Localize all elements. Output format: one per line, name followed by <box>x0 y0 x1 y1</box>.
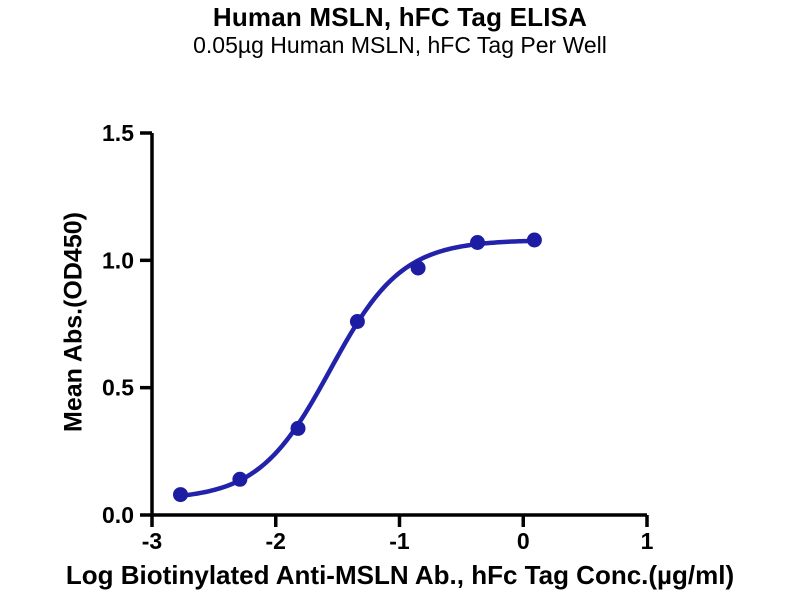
fit-curve <box>178 238 537 499</box>
data-point <box>290 420 306 436</box>
data-point <box>526 232 542 248</box>
y-tick-label: 1.0 <box>102 247 134 273</box>
data-point <box>470 235 485 250</box>
y-tick-label: 1.5 <box>102 120 134 146</box>
data-point <box>349 314 365 329</box>
chart-title: Human MSLN, hFC Tag ELISA <box>212 2 588 32</box>
y-tick-label: 0.5 <box>102 375 134 401</box>
x-tick-label: 0 <box>517 528 530 554</box>
x-tick-label: -2 <box>266 528 286 554</box>
x-tick-label: -1 <box>389 528 410 554</box>
data-point <box>173 487 188 503</box>
axis-spines <box>150 133 647 517</box>
x-axis-title: Log Biotinylated Anti-MSLN Ab., hFc Tag … <box>65 560 735 590</box>
x-tick-label: 1 <box>641 528 654 554</box>
data-point <box>410 260 426 276</box>
chart-subtitle: 0.05µg Human MSLN, hFC Tag Per Well <box>193 32 607 58</box>
y-tick-label: 0.0 <box>102 502 134 528</box>
x-tick-label: -3 <box>142 528 162 554</box>
data-point <box>232 471 248 487</box>
